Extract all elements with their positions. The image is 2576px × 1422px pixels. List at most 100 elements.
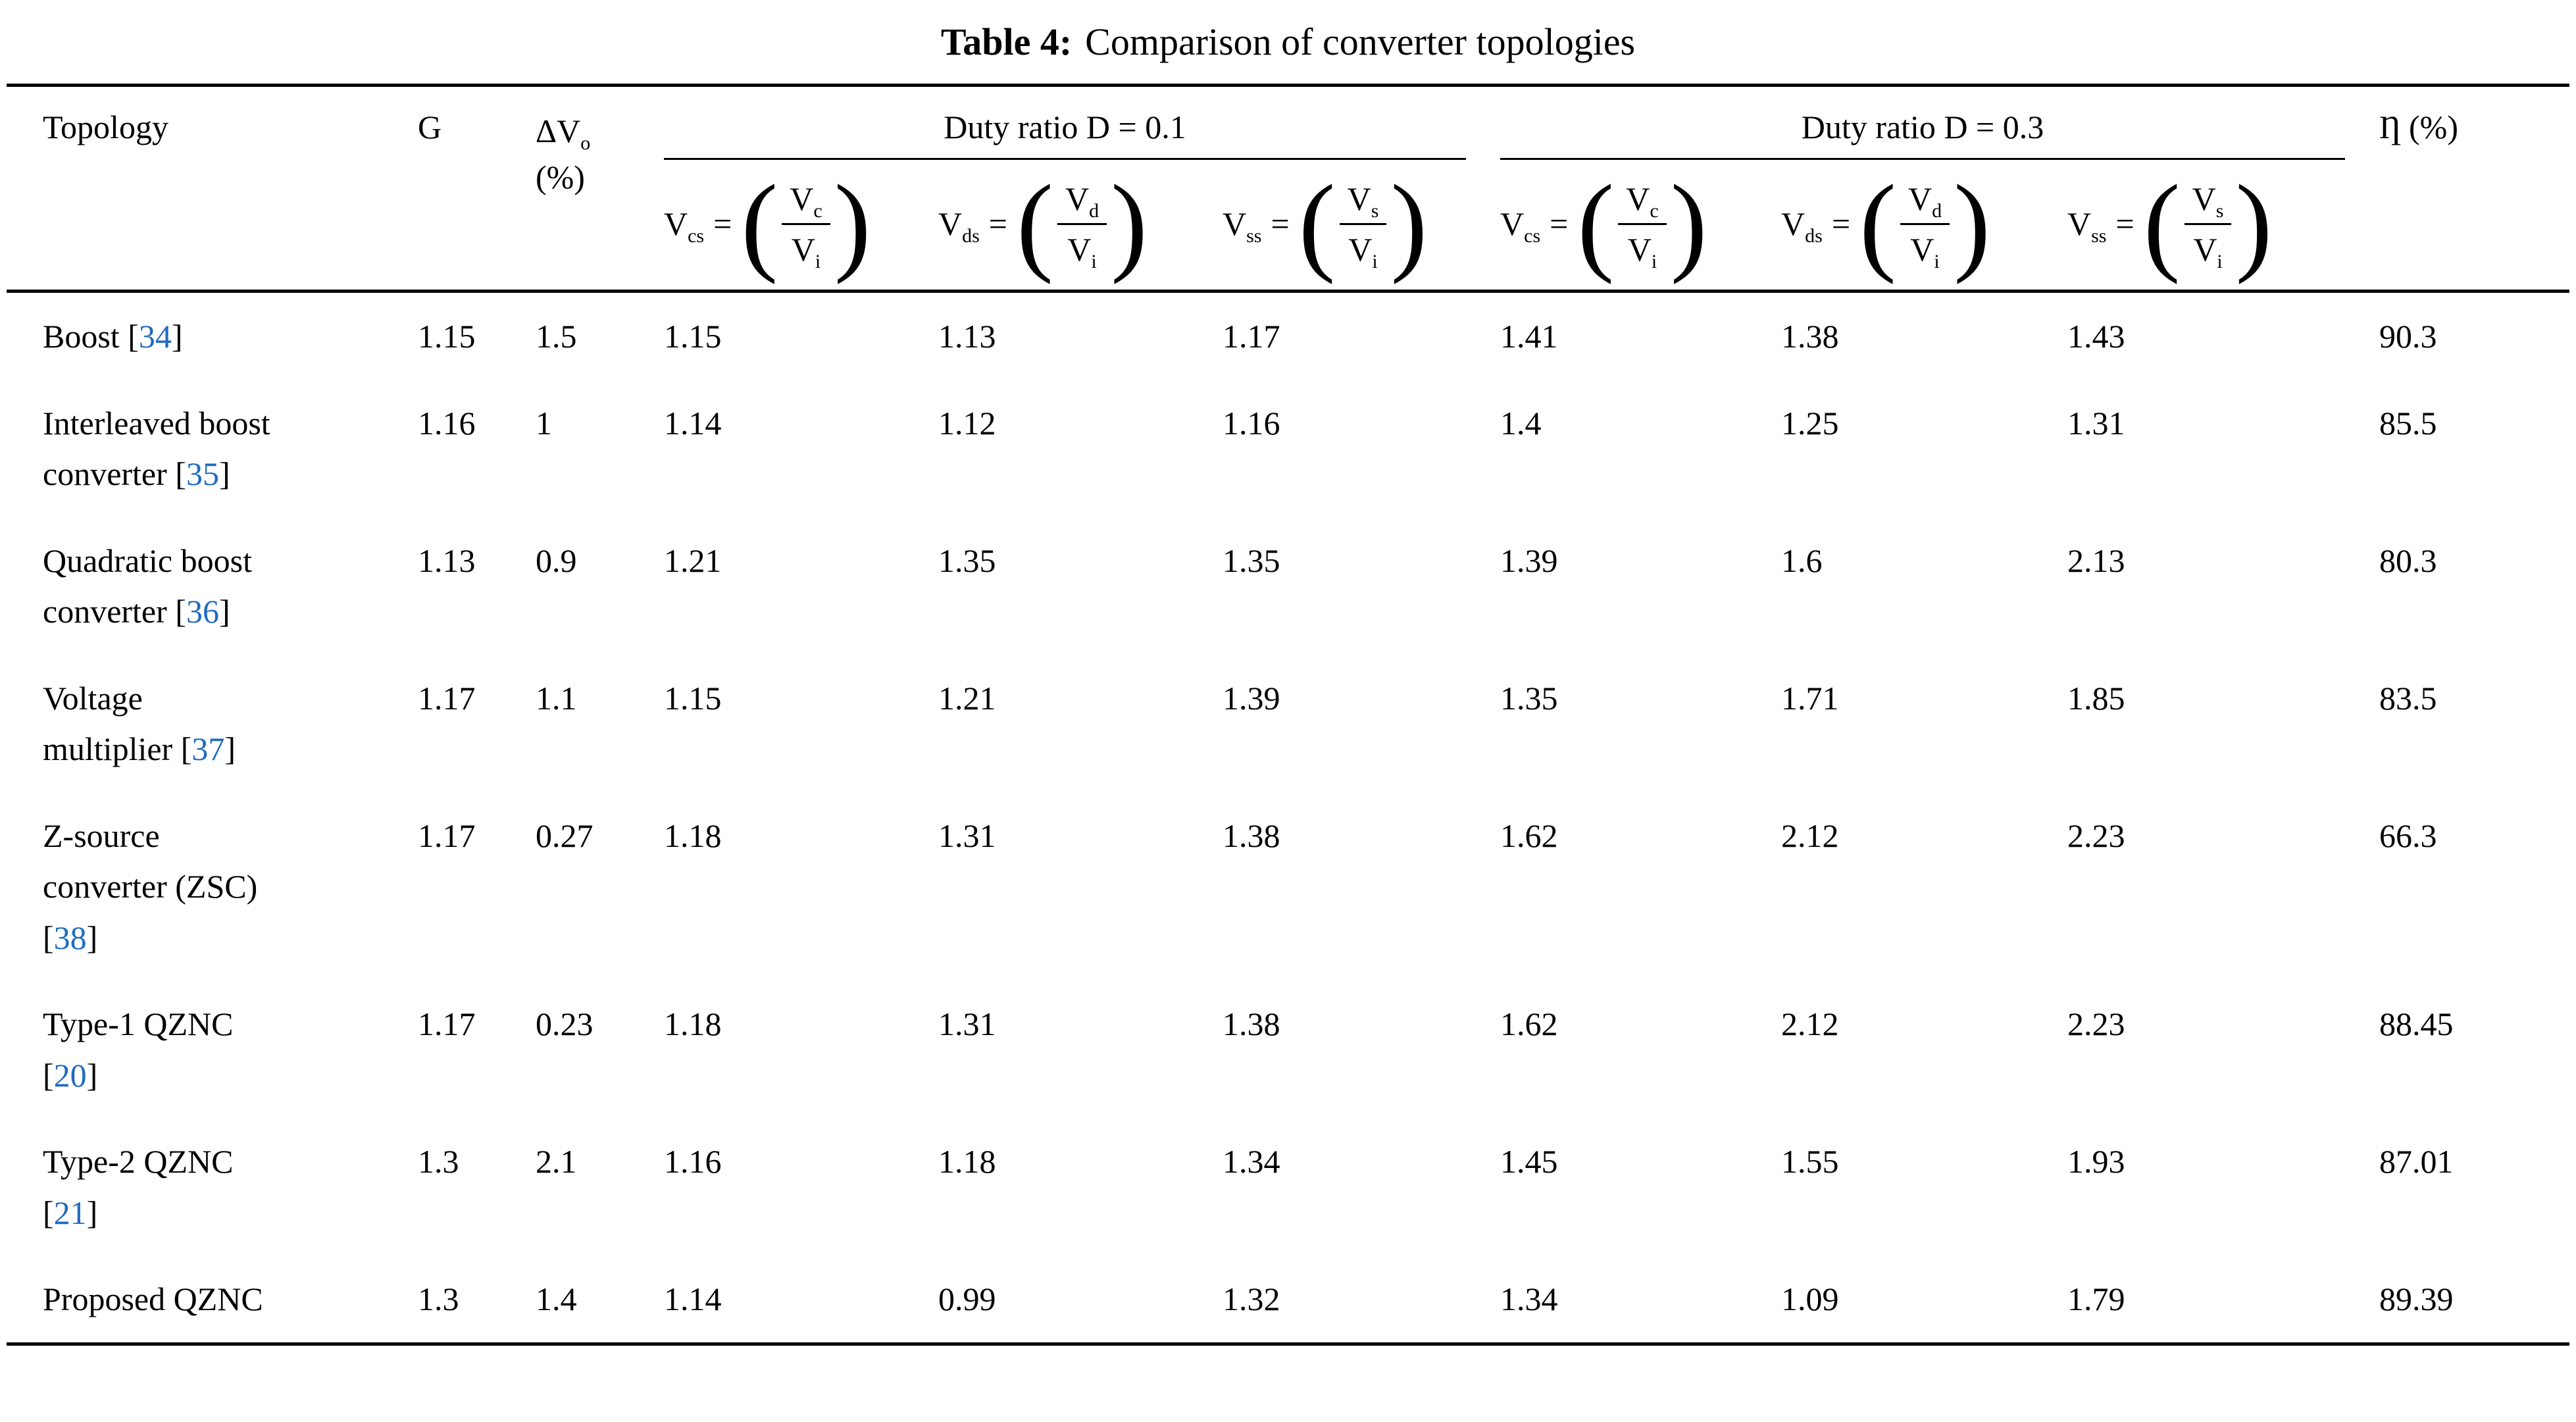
- cite-open-bracket: [: [175, 593, 186, 630]
- cell-eta: 87.01: [2379, 1143, 2454, 1180]
- cell-gain: 1.16: [418, 404, 476, 442]
- citation: [37]: [181, 730, 236, 767]
- cell-d01-vss: 1.38: [1223, 817, 1280, 854]
- formula-vss: Vss = ( Vs Vi ): [2067, 162, 2273, 285]
- table-number: Table 4:: [940, 20, 1073, 63]
- citation-link[interactable]: 36: [186, 593, 219, 630]
- cell-d03-vss: 1.31: [2067, 404, 2125, 442]
- cell-d03-vcs: 1.41: [1500, 318, 1558, 355]
- cell-dv: 1.1: [536, 679, 577, 717]
- cell-eta: 85.5: [2379, 404, 2437, 442]
- cite-open-bracket: [: [43, 1056, 54, 1094]
- cite-close-bracket: ]: [86, 1194, 98, 1231]
- formula-vds: Vds = ( Vd Vi ): [938, 162, 1148, 285]
- cell-d01-vds: 1.31: [938, 817, 996, 854]
- col-header-delta-vo: ΔVo (%): [536, 85, 664, 293]
- col-group-duty-03: Duty ratio D = 0.3: [1500, 86, 2379, 160]
- eta-symbol: Ƞ: [2379, 109, 2401, 145]
- cell-d03-vds: 1.71: [1781, 679, 1839, 717]
- cell-d01-vss: 1.17: [1223, 318, 1280, 355]
- table-row: Type-2 QZNC [21] 1.3 2.1 1.16 1.18 1.34 1.45 1.…: [7, 1118, 2569, 1256]
- col-header-d03-vcs: Vcs = ( Vc Vi ): [1500, 160, 1782, 293]
- cell-gain: 1.3: [418, 1281, 459, 1317]
- topology-label: Interleaved boost converter [35]: [43, 404, 270, 493]
- cell-dv: 0.23: [536, 1005, 593, 1042]
- fraction: Vd Vi: [1900, 178, 1950, 272]
- cell-gain: 1.15: [418, 318, 476, 355]
- citation-link[interactable]: 20: [53, 1056, 87, 1094]
- group-label-duty-03: Duty ratio D = 0.3: [1500, 108, 2346, 160]
- cell-dv: 0.9: [536, 542, 577, 579]
- cell-d01-vds: 1.31: [938, 1005, 996, 1042]
- table-row: Proposed QZNC 1.3 1.4 1.14 0.99 1.32 1.34 1.09 1…: [7, 1256, 2569, 1344]
- cell-topology: Boost [34]: [7, 292, 418, 380]
- table-body: Boost [34] 1.15 1.5 1.15 1.13 1.17 1.41 1.38 1.4…: [7, 292, 2569, 1344]
- topology-label: Proposed QZNC: [43, 1281, 263, 1317]
- cell-d03-vcs: 1.39: [1500, 542, 1558, 579]
- cell-d01-vss: 1.16: [1223, 404, 1280, 442]
- cell-d03-vss: 1.85: [2067, 679, 2125, 717]
- page: Table 4: Comparison of converter topologi…: [7, 20, 2570, 1346]
- cell-eta: 90.3: [2379, 318, 2437, 355]
- topology-label: Type-2 QZNC [21]: [43, 1143, 234, 1231]
- cite-close-bracket: ]: [224, 730, 236, 767]
- cell-d03-vds: 1.55: [1781, 1143, 1839, 1180]
- cell-topology: Voltage multiplier [37]: [7, 655, 418, 792]
- col-header-efficiency: Ƞ (%): [2379, 85, 2570, 293]
- cite-open-bracket: [: [43, 919, 54, 956]
- col-header-gain: G: [418, 85, 536, 293]
- formula-vcs: Vcs = ( Vc Vi ): [664, 162, 871, 285]
- cell-d01-vds: 1.18: [938, 1143, 996, 1180]
- citation-link[interactable]: 37: [191, 730, 225, 767]
- table-row: Interleaved boost converter [35] 1.16 1 1.1…: [7, 380, 2569, 517]
- cite-close-bracket: ]: [218, 455, 230, 492]
- cell-d01-vcs: 1.14: [664, 1281, 722, 1317]
- cell-topology: Type-1 QZNC [20]: [7, 980, 418, 1118]
- col-header-topology: Topology: [7, 85, 418, 293]
- table-row: Quadratic boost converter [36] 1.13 0.9 1.2…: [7, 517, 2569, 655]
- cell-d01-vcs: 1.21: [664, 542, 722, 579]
- citation: [21]: [43, 1194, 97, 1231]
- cell-d01-vcs: 1.14: [664, 404, 722, 442]
- cite-open-bracket: [: [180, 730, 192, 767]
- comparison-table: Topology G ΔVo (%) Duty ratio D = 0.1 Du…: [7, 84, 2570, 1346]
- cell-gain: 1.17: [418, 679, 476, 717]
- citation: [20]: [43, 1057, 97, 1094]
- delta-vo-symbol: ΔVo: [536, 113, 591, 154]
- table-row: Boost [34] 1.15 1.5 1.15 1.13 1.17 1.41 1.38 1.4…: [7, 292, 2569, 380]
- citation: [36]: [175, 593, 230, 630]
- citation-link[interactable]: 21: [53, 1194, 87, 1231]
- fraction: Vc Vi: [1618, 178, 1667, 272]
- cite-open-bracket: [: [128, 318, 139, 355]
- cell-dv: 1.5: [536, 318, 577, 355]
- citation: [35]: [175, 455, 230, 492]
- topology-label: Z-source converter (ZSC) [38]: [43, 817, 258, 956]
- col-header-d03-vds: Vds = ( Vd Vi ): [1781, 160, 2068, 293]
- cell-d01-vcs: 1.15: [664, 318, 722, 355]
- cell-dv: 0.27: [536, 817, 593, 854]
- header-row-formulas: Vcs = ( Vc Vi ) Vds = ( Vd: [7, 160, 2569, 293]
- cell-dv: 1: [536, 404, 552, 442]
- cell-eta: 89.39: [2379, 1281, 2454, 1317]
- citation-link[interactable]: 35: [186, 455, 219, 492]
- cell-d01-vds: 1.12: [938, 404, 996, 442]
- cell-gain: 1.3: [418, 1143, 459, 1180]
- topology-label: Voltage multiplier [37]: [43, 679, 236, 768]
- fraction: Vd Vi: [1057, 178, 1107, 272]
- cell-d03-vds: 1.6: [1781, 542, 1823, 579]
- caption-text: Comparison of converter topologies: [1085, 20, 1636, 63]
- cell-d03-vcs: 1.45: [1500, 1143, 1558, 1180]
- cell-d03-vcs: 1.62: [1500, 817, 1558, 854]
- cell-dv: 1.4: [536, 1281, 577, 1317]
- header-row-groups: Topology G ΔVo (%) Duty ratio D = 0.1 Du…: [7, 85, 2570, 293]
- citation-link[interactable]: 38: [53, 919, 87, 956]
- formula-vds: Vds = ( Vd Vi ): [1781, 162, 1991, 285]
- cell-d03-vss: 1.79: [2067, 1281, 2125, 1317]
- col-header-d01-vds: Vds = ( Vd Vi ): [938, 160, 1223, 293]
- cell-d03-vcs: 1.4: [1500, 404, 1542, 442]
- cell-d01-vss: 1.38: [1223, 1005, 1280, 1042]
- citation-link[interactable]: 34: [138, 318, 172, 355]
- cell-eta: 80.3: [2379, 542, 2437, 579]
- delta-vo-unit: (%): [536, 159, 585, 195]
- cell-d01-vss: 1.34: [1223, 1143, 1280, 1180]
